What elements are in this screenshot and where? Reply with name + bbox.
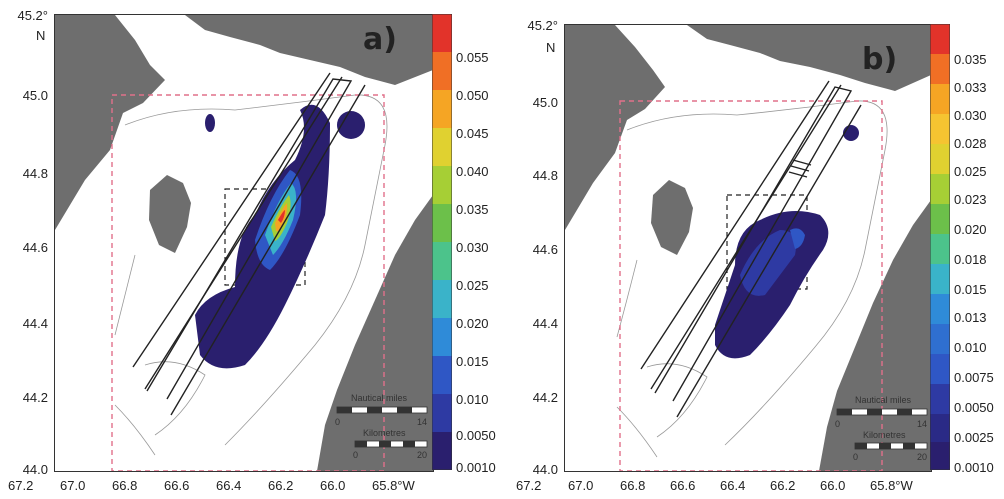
colorbar-tick: 0.013 [954, 310, 987, 325]
lon-tick: 67.2 [8, 478, 33, 493]
scale-km-label: Kilometres [363, 428, 406, 438]
colorbar-tick: 0.028 [954, 136, 987, 151]
land-northwest [565, 25, 665, 230]
lat-tick: 44.6 [4, 240, 48, 255]
colorbar-tick: 0.015 [954, 282, 987, 297]
scale-km-tick-1: 20 [917, 452, 927, 462]
lat-tick: 44.0 [514, 462, 558, 477]
scale-nautical-label: Nautical miles [855, 395, 911, 405]
colorbar-tick: 0.035 [456, 202, 489, 217]
scale-nautical-tick-1: 14 [417, 417, 427, 427]
scale-km-tick-0: 0 [853, 452, 858, 462]
panel-letter-a: a) [363, 22, 397, 57]
colorbar-tick: 0.045 [456, 126, 489, 141]
colorbar-tick: 0.030 [456, 240, 489, 255]
colorbar-tick: 0.055 [456, 50, 489, 65]
map-area-a: Nautical miles 0 14 Kilometres 0 20 [54, 14, 434, 472]
colorbar-tick: 0.035 [954, 52, 987, 67]
lon-tick: 66.8 [112, 478, 137, 493]
colorbar-tick: 0.033 [954, 80, 987, 95]
colorbar-tick: 0.020 [456, 316, 489, 331]
colorbar-tick: 0.0050 [456, 428, 496, 443]
lat-tick: 44.6 [514, 242, 558, 257]
colorbar-tick: 0.015 [456, 354, 489, 369]
lat-tick: 45.2° [4, 8, 48, 23]
land-island [149, 175, 191, 253]
depth-contour [115, 255, 205, 455]
lon-tick: 66.2 [770, 478, 795, 493]
colorbar-tick: 0.010 [954, 340, 987, 355]
lat-tick: 44.2 [4, 390, 48, 405]
colorbar-tick: 0.040 [456, 164, 489, 179]
lon-tick: 67.0 [60, 478, 85, 493]
colorbar-tick: 0.0010 [954, 460, 994, 475]
lat-tick: 44.2 [514, 390, 558, 405]
colorbar-tick: 0.0025 [954, 430, 994, 445]
lon-tick: 66.6 [164, 478, 189, 493]
colorbar-tick: 0.0010 [456, 460, 496, 475]
scale-km-tick-1: 20 [417, 450, 427, 460]
lat-tick: 44.0 [4, 462, 48, 477]
scale-km-tick-0: 0 [353, 450, 358, 460]
land-northwest [55, 15, 165, 230]
colorbar-tick: 0.0075 [954, 370, 994, 385]
scale-nautical-tick-0: 0 [835, 419, 840, 429]
scale-nautical-tick-1: 14 [917, 419, 927, 429]
colorbar-tick: 0.010 [456, 392, 489, 407]
density-overlay [715, 125, 859, 358]
lat-tick: 44.8 [514, 168, 558, 183]
lon-tick: 67.0 [568, 478, 593, 493]
lon-tick: 66.4 [720, 478, 745, 493]
lon-tick: 65.8°W [372, 478, 415, 493]
lat-tick: 44.4 [4, 316, 48, 331]
lon-tick: 66.6 [670, 478, 695, 493]
lon-tick: 66.2 [268, 478, 293, 493]
north-label-b: N [546, 40, 555, 55]
lon-tick: 66.8 [620, 478, 645, 493]
lon-tick: 66.0 [820, 478, 845, 493]
scale-km-label: Kilometres [863, 430, 906, 440]
colorbar-b [930, 24, 950, 470]
lon-tick: 67.2 [516, 478, 541, 493]
colorbar-tick: 0.020 [954, 222, 987, 237]
colorbar-tick: 0.018 [954, 252, 987, 267]
colorbar-tick: 0.025 [456, 278, 489, 293]
lat-tick: 45.0 [514, 95, 558, 110]
colorbar-tick: 0.023 [954, 192, 987, 207]
map-area-b: Nautical miles 0 14 Kilometres 0 20 [564, 24, 932, 472]
lon-tick: 65.8°W [870, 478, 913, 493]
lat-tick: 44.8 [4, 166, 48, 181]
lat-tick: 45.2° [514, 18, 558, 33]
scale-nautical-label: Nautical miles [351, 393, 407, 403]
colorbar-tick: 0.030 [954, 108, 987, 123]
lon-tick: 66.0 [320, 478, 345, 493]
land-island [651, 180, 693, 255]
colorbar-tick: 0.0050 [954, 400, 994, 415]
lat-tick: 44.4 [514, 316, 558, 331]
colorbar-tick: 0.050 [456, 88, 489, 103]
scale-nautical-tick-0: 0 [335, 417, 340, 427]
map-panel-b: Nautical miles 0 14 Kilometres 0 20 b) N… [502, 0, 1004, 499]
panel-letter-b: b) [862, 42, 897, 77]
north-label-a: N [36, 28, 45, 43]
lon-tick: 66.4 [216, 478, 241, 493]
map-panel-a: Nautical miles 0 14 Kilometres 0 20 a) N… [0, 0, 502, 499]
colorbar-a [432, 14, 452, 470]
lat-tick: 45.0 [4, 88, 48, 103]
colorbar-tick: 0.025 [954, 164, 987, 179]
